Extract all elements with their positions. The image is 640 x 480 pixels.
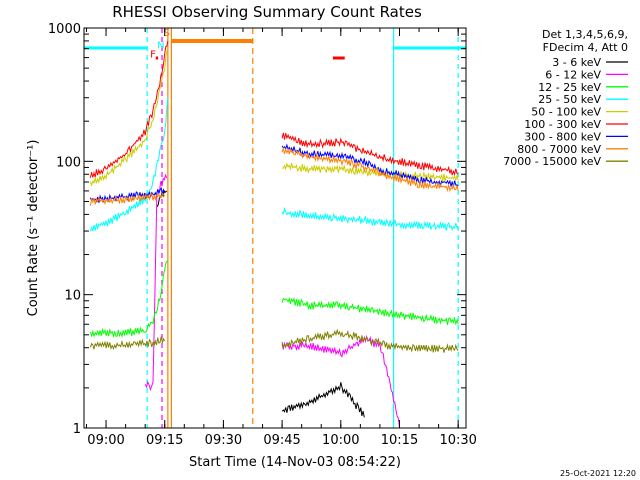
legend-header-1: FDecim 4, Att 0	[543, 41, 628, 54]
series-line-3-seg-1	[281, 206, 459, 231]
x-tick-label-0: 09:00	[87, 433, 124, 448]
series-line-0-seg-1	[281, 382, 365, 418]
series-line-5-seg-0	[89, 40, 169, 178]
series-line-1-seg-0	[144, 173, 168, 392]
series-line-5-seg-1	[281, 132, 459, 177]
chart-title: RHESSI Observing Summary Count Rates	[112, 3, 422, 21]
x-axis-title: Start Time (14-Nov-03 08:54:22)	[189, 455, 401, 470]
legend-label-5: 100 - 300 keV	[524, 118, 601, 131]
series-line-7-seg-1	[281, 146, 459, 193]
plot-frame	[83, 27, 467, 429]
legend-header-0: Det 1,3,4,5,6,9,	[542, 28, 628, 41]
x-tick-label-4: 10:00	[322, 433, 359, 448]
marker-S: S	[164, 28, 170, 39]
legend-label-3: 25 - 50 keV	[538, 93, 601, 106]
legend-label-0: 3 - 6 keV	[552, 56, 601, 69]
series-line-2-seg-1	[281, 296, 459, 326]
x-tick-label-2: 09:30	[205, 433, 242, 448]
x-tick-label-3: 09:45	[263, 433, 300, 448]
legend-label-8: 7000 - 15000 keV	[503, 155, 601, 168]
y-tick-label-3: 1000	[48, 22, 81, 37]
x-tick-label-5: 10:15	[381, 433, 418, 448]
y-axis-title: Count Rate (s⁻¹ detector⁻¹)	[26, 140, 41, 317]
legend: Det 1,3,4,5,6,9,FDecim 4, Att 0 3 - 6 keV…	[503, 28, 628, 168]
legend-label-1: 6 - 12 keV	[545, 68, 601, 81]
plot-area: FNS	[84, 28, 466, 429]
series-line-8-seg-0	[89, 336, 166, 350]
legend-label-7: 800 - 7000 keV	[517, 143, 601, 156]
series-line-6-seg-0	[89, 186, 166, 203]
series-line-3-seg-0	[89, 97, 169, 232]
y-tick-label-0: 1	[73, 422, 81, 437]
legend-label-2: 12 - 25 keV	[538, 81, 601, 94]
series-line-6-seg-1	[281, 143, 459, 188]
series-line-2-seg-0	[89, 260, 169, 339]
series-line-4-seg-0	[89, 48, 169, 187]
marker-F: F	[150, 50, 156, 61]
legend-label-4: 50 - 100 keV	[531, 106, 601, 119]
series-line-4-seg-1	[282, 162, 459, 182]
y-tick-label-2: 100	[56, 155, 81, 170]
axes: 09:00 09:15 09:30 09:45 10:00 10:15 10:30 1 10 10…	[48, 22, 477, 448]
series-line-1-seg-1	[281, 334, 400, 429]
timestamp: 25-Oct-2021 12:20	[560, 469, 636, 478]
series-line-8-seg-1	[281, 328, 459, 353]
marker-N: N	[157, 41, 164, 52]
legend-label-6: 300 - 800 keV	[524, 130, 601, 143]
series-line-7-seg-0	[89, 192, 166, 206]
x-tick-label-6: 10:30	[439, 433, 476, 448]
x-tick-label-1: 09:15	[146, 433, 183, 448]
y-tick-label-1: 10	[64, 289, 81, 304]
